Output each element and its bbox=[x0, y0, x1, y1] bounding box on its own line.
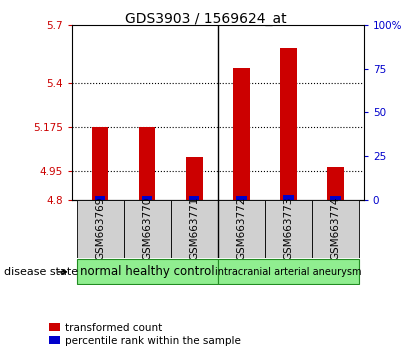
Bar bbox=[189, 196, 199, 200]
Text: GSM663774: GSM663774 bbox=[330, 196, 340, 260]
Bar bbox=[95, 196, 105, 200]
Bar bbox=[77, 200, 124, 258]
Bar bbox=[327, 167, 344, 200]
Text: GDS3903 / 1569624_at: GDS3903 / 1569624_at bbox=[125, 12, 286, 27]
Bar bbox=[186, 157, 203, 200]
Bar bbox=[312, 200, 359, 258]
Text: GSM663772: GSM663772 bbox=[236, 196, 246, 260]
Bar bbox=[330, 196, 341, 200]
Text: GSM663773: GSM663773 bbox=[284, 196, 293, 260]
Bar bbox=[92, 127, 109, 200]
Text: intracranial arterial aneurysm: intracranial arterial aneurysm bbox=[215, 267, 362, 277]
Text: disease state: disease state bbox=[4, 267, 78, 277]
Bar bbox=[236, 196, 247, 200]
Bar bbox=[280, 48, 297, 200]
Text: normal healthy control: normal healthy control bbox=[80, 265, 215, 278]
Text: GSM663771: GSM663771 bbox=[189, 196, 199, 260]
Bar bbox=[265, 200, 312, 258]
Bar bbox=[233, 68, 249, 200]
Bar bbox=[77, 259, 218, 284]
Bar bbox=[218, 200, 265, 258]
Text: GSM663769: GSM663769 bbox=[95, 196, 105, 260]
Bar bbox=[283, 195, 293, 200]
Bar bbox=[171, 200, 218, 258]
Bar bbox=[218, 259, 359, 284]
Text: GSM663770: GSM663770 bbox=[142, 196, 152, 260]
Bar bbox=[139, 127, 155, 200]
Legend: transformed count, percentile rank within the sample: transformed count, percentile rank withi… bbox=[48, 322, 242, 347]
Bar bbox=[124, 200, 171, 258]
Bar bbox=[142, 196, 152, 200]
